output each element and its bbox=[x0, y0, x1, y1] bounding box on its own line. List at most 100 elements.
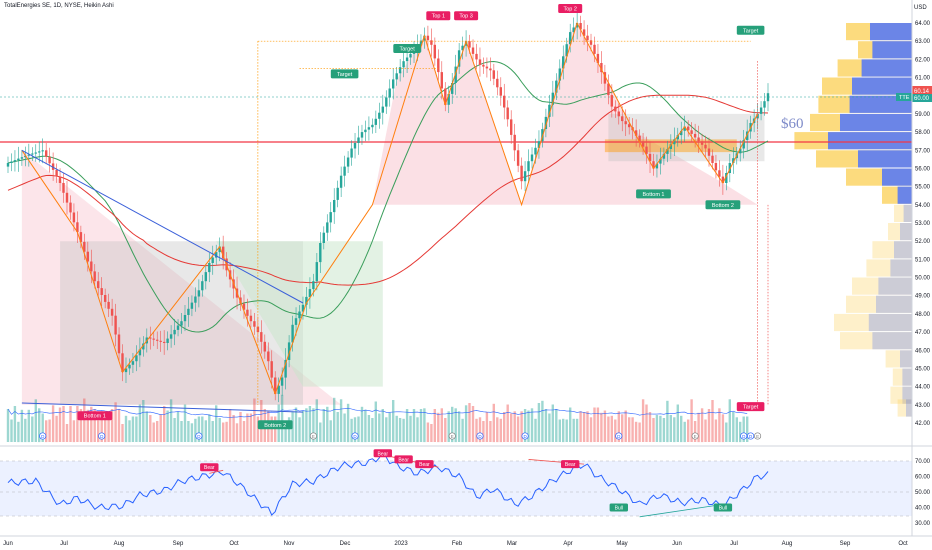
volume-bar bbox=[131, 416, 135, 442]
candle-body bbox=[104, 295, 107, 302]
time-tick: May bbox=[616, 541, 627, 547]
candle-body bbox=[589, 40, 593, 45]
candle-body bbox=[152, 338, 155, 340]
volume-bar bbox=[208, 414, 211, 443]
candle-body bbox=[676, 135, 679, 140]
oscillator-axis: 70.00 60.00 50.00 40.00 30.00 bbox=[915, 459, 931, 527]
volume-bar bbox=[496, 417, 499, 443]
volume-bar bbox=[739, 421, 742, 443]
volume-bar bbox=[423, 408, 426, 443]
candle-body bbox=[107, 301, 110, 309]
volume-bar bbox=[624, 410, 627, 442]
volume-profile-row bbox=[892, 368, 912, 386]
volume-bar bbox=[575, 418, 579, 443]
oscillator-label bbox=[200, 463, 219, 472]
price-tick: 51.00 bbox=[915, 257, 931, 263]
volume-bar bbox=[242, 421, 246, 442]
volume-bar bbox=[475, 418, 478, 443]
candle-body bbox=[444, 88, 447, 105]
candle-body bbox=[614, 106, 617, 112]
oscillator-label bbox=[561, 460, 580, 469]
candle-body bbox=[489, 68, 492, 71]
candle-body bbox=[659, 158, 662, 164]
price-note: $60 bbox=[781, 116, 804, 132]
candle-body bbox=[527, 161, 530, 172]
candle-body bbox=[610, 95, 613, 107]
volume-bar bbox=[631, 417, 634, 443]
price-tick: 46.00 bbox=[915, 348, 931, 354]
candle-body bbox=[638, 135, 641, 142]
candle-body bbox=[700, 141, 704, 145]
candle-body bbox=[763, 101, 766, 108]
candle-body bbox=[6, 163, 10, 167]
volume-bar bbox=[714, 419, 718, 442]
candle-body bbox=[569, 32, 572, 45]
candle-body bbox=[680, 130, 683, 136]
time-tick: Sep bbox=[840, 541, 851, 547]
volume-bar bbox=[457, 411, 461, 442]
time-tick: Dec bbox=[340, 541, 351, 547]
candle-body bbox=[346, 157, 350, 167]
candle-body bbox=[284, 360, 287, 378]
last-price-badge bbox=[912, 86, 932, 95]
candle-body bbox=[333, 200, 336, 213]
volume-bar bbox=[728, 399, 731, 442]
volume-bar bbox=[346, 403, 350, 443]
candle-body bbox=[510, 119, 513, 135]
candle-body bbox=[149, 337, 152, 339]
volume-bar bbox=[409, 415, 412, 443]
volume-profile-row-blue bbox=[858, 150, 912, 168]
price-badge-2-text: 60.00 bbox=[914, 96, 930, 102]
volume-profile-row-blue bbox=[852, 77, 912, 95]
volume-bar bbox=[194, 418, 197, 443]
candle-body bbox=[274, 377, 277, 394]
event-marker-text: E bbox=[694, 434, 697, 439]
event-marker bbox=[615, 432, 623, 440]
volume-bar bbox=[527, 410, 530, 442]
volume-bar bbox=[246, 413, 249, 442]
candle-body bbox=[742, 140, 745, 149]
candle-body bbox=[360, 132, 364, 138]
candle-body bbox=[253, 321, 256, 327]
volume-profile-row-blue bbox=[878, 277, 912, 295]
candle-body bbox=[13, 160, 17, 162]
annotation-labels: Top 1 Top 2 Top 3 Target Target Target Target B… bbox=[77, 4, 765, 430]
candle-body bbox=[725, 173, 728, 183]
volume-bar bbox=[447, 411, 450, 442]
event-marker bbox=[476, 432, 484, 440]
candle-body bbox=[437, 58, 440, 73]
candle-body bbox=[766, 93, 770, 102]
candle-body bbox=[294, 318, 298, 325]
candle-body bbox=[464, 41, 468, 46]
candle-body bbox=[693, 133, 697, 138]
price-tick: 61.00 bbox=[915, 76, 931, 82]
volume-bar bbox=[725, 422, 728, 442]
candle-body bbox=[364, 129, 367, 133]
oscillator-label-text: Bear bbox=[419, 462, 430, 468]
event-marker bbox=[448, 432, 456, 440]
volume-bar bbox=[156, 421, 159, 442]
candle-body bbox=[51, 163, 55, 170]
volume-profile-row-blue bbox=[870, 23, 912, 41]
volume-bar bbox=[673, 417, 676, 443]
candle-body bbox=[690, 130, 693, 134]
volume-bar bbox=[218, 418, 221, 442]
volume-bar bbox=[315, 399, 318, 442]
volume-bar bbox=[336, 412, 339, 442]
candle-body bbox=[79, 232, 83, 242]
time-tick: Jun bbox=[672, 541, 682, 547]
volume-profile-row-blue bbox=[868, 313, 912, 332]
candle-body bbox=[697, 137, 700, 142]
candle-body bbox=[454, 66, 457, 83]
candle-body bbox=[110, 308, 114, 316]
candle-body bbox=[371, 124, 374, 128]
volume-bar bbox=[152, 422, 155, 442]
volume-bar bbox=[478, 417, 482, 443]
volume-bar bbox=[586, 411, 589, 442]
volume-bar bbox=[201, 416, 204, 442]
candle-body bbox=[315, 262, 318, 282]
candle-body bbox=[388, 88, 391, 98]
zigzag-line bbox=[21, 21, 759, 396]
volume-bar bbox=[339, 399, 343, 442]
